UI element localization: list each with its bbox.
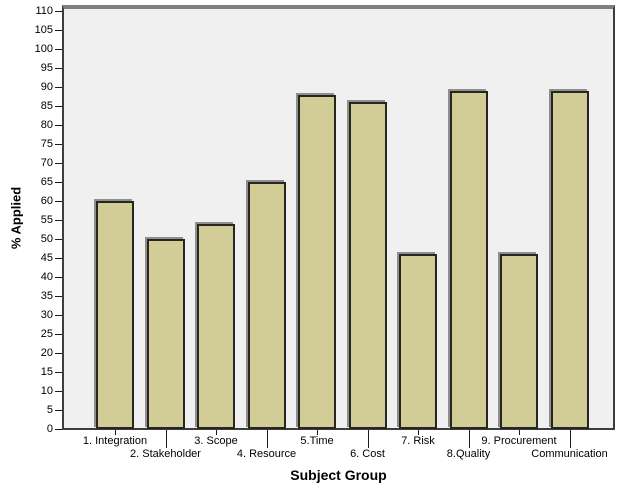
y-tick-label: 85 <box>40 100 53 112</box>
y-tick-label: 110 <box>35 5 53 17</box>
y-tick-mark <box>55 125 62 126</box>
x-tick-mark <box>519 430 520 435</box>
y-tick-label: 95 <box>40 62 53 74</box>
y-tick-label: 20 <box>40 347 53 359</box>
y-tick-mark <box>55 163 62 164</box>
x-category-label: 5.Time <box>300 435 334 447</box>
y-tick-label: 60 <box>40 195 53 207</box>
y-tick-mark <box>55 315 62 316</box>
y-tick-label: 100 <box>34 43 53 55</box>
y-tick-label: 0 <box>46 423 53 435</box>
y-tick-mark <box>55 258 62 259</box>
y-tick-mark <box>55 49 62 50</box>
y-tick-mark <box>55 106 62 107</box>
y-tick-label: 40 <box>40 271 53 283</box>
x-tick-mark <box>367 430 369 448</box>
y-tick-label: 65 <box>40 176 53 188</box>
x-category-label: 4. Resource <box>236 448 297 460</box>
x-category-label: Communication <box>531 448 608 460</box>
bar <box>146 239 185 429</box>
y-tick-label: 70 <box>40 157 53 169</box>
y-tick-label: 35 <box>40 290 53 302</box>
y-tick-mark <box>55 220 62 221</box>
y-tick-mark <box>55 201 62 202</box>
bar <box>298 94 336 429</box>
bar <box>348 102 387 429</box>
y-tick-mark <box>55 11 62 12</box>
y-tick-mark <box>55 68 62 69</box>
bar <box>247 182 286 429</box>
bar <box>500 254 538 429</box>
y-tick-mark <box>55 30 62 31</box>
x-tick-mark <box>569 430 571 448</box>
y-tick-mark <box>55 87 62 88</box>
y-tick-label: 80 <box>40 119 53 131</box>
y-tick-mark <box>55 239 62 240</box>
y-tick-label: 90 <box>40 81 53 93</box>
y-tick-mark <box>55 144 62 145</box>
x-tick-mark <box>317 430 318 435</box>
x-category-label: 8.Quality <box>446 448 491 460</box>
x-tick-mark <box>266 430 268 448</box>
x-tick-mark <box>418 430 419 435</box>
bar <box>96 201 134 429</box>
y-tick-label: 55 <box>40 214 53 226</box>
y-tick-label: 15 <box>40 366 53 378</box>
y-tick-mark <box>55 277 62 278</box>
y-tick-mark <box>55 353 62 354</box>
y-tick-mark <box>55 296 62 297</box>
y-tick-label: 75 <box>40 138 53 150</box>
y-tick-mark <box>55 182 62 183</box>
y-tick-mark <box>55 429 62 430</box>
y-tick-mark <box>55 410 62 411</box>
x-tick-mark <box>468 430 470 448</box>
x-tick-mark <box>115 430 116 435</box>
x-axis-title: Subject Group <box>290 467 387 483</box>
x-category-label: 1. Integration <box>82 435 148 447</box>
y-tick-mark <box>55 391 62 392</box>
bar <box>550 90 589 429</box>
x-category-label: 6. Cost <box>350 448 385 460</box>
x-category-label: 3. Scope <box>194 435 238 447</box>
x-tick-mark <box>165 430 167 448</box>
y-tick-label: 25 <box>40 328 53 340</box>
y-tick-label: 30 <box>40 309 53 321</box>
y-tick-label: 5 <box>46 404 53 416</box>
x-category-label: 7. Risk <box>401 435 435 447</box>
y-tick-label: 105 <box>34 24 53 36</box>
y-axis-title: % Applied <box>8 186 24 250</box>
x-category-label: 9. Procurement <box>481 435 557 447</box>
y-tick-label: 50 <box>40 233 53 245</box>
bar <box>449 90 488 429</box>
y-tick-label: 10 <box>40 385 53 397</box>
bar <box>399 254 437 429</box>
x-tick-mark <box>216 430 217 435</box>
y-tick-mark <box>55 334 62 335</box>
x-category-label: 2. Stakeholder <box>130 448 201 460</box>
y-tick-label: 45 <box>40 252 53 264</box>
bar <box>197 223 235 429</box>
y-tick-mark <box>55 372 62 373</box>
